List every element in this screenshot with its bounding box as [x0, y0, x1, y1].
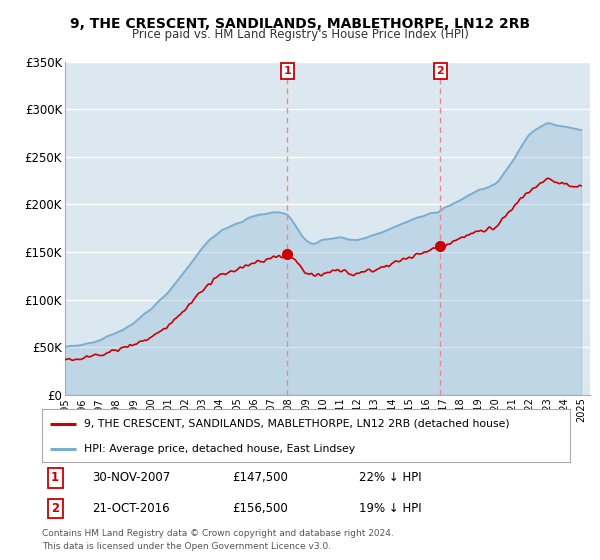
- Text: This data is licensed under the Open Government Licence v3.0.: This data is licensed under the Open Gov…: [42, 542, 331, 551]
- Text: 9, THE CRESCENT, SANDILANDS, MABLETHORPE, LN12 2RB (detached house): 9, THE CRESCENT, SANDILANDS, MABLETHORPE…: [84, 419, 510, 429]
- Text: 2: 2: [436, 66, 444, 76]
- Text: 1: 1: [51, 471, 59, 484]
- Text: £156,500: £156,500: [232, 502, 288, 515]
- Text: £147,500: £147,500: [232, 471, 288, 484]
- Text: 22% ↓ HPI: 22% ↓ HPI: [359, 471, 421, 484]
- Text: HPI: Average price, detached house, East Lindsey: HPI: Average price, detached house, East…: [84, 444, 355, 454]
- Text: 21-OCT-2016: 21-OCT-2016: [92, 502, 170, 515]
- Text: Price paid vs. HM Land Registry's House Price Index (HPI): Price paid vs. HM Land Registry's House …: [131, 28, 469, 41]
- Text: 19% ↓ HPI: 19% ↓ HPI: [359, 502, 421, 515]
- Text: 30-NOV-2007: 30-NOV-2007: [92, 471, 170, 484]
- Text: 2: 2: [51, 502, 59, 515]
- Text: 1: 1: [283, 66, 291, 76]
- Text: 9, THE CRESCENT, SANDILANDS, MABLETHORPE, LN12 2RB: 9, THE CRESCENT, SANDILANDS, MABLETHORPE…: [70, 17, 530, 31]
- Text: Contains HM Land Registry data © Crown copyright and database right 2024.: Contains HM Land Registry data © Crown c…: [42, 529, 394, 538]
